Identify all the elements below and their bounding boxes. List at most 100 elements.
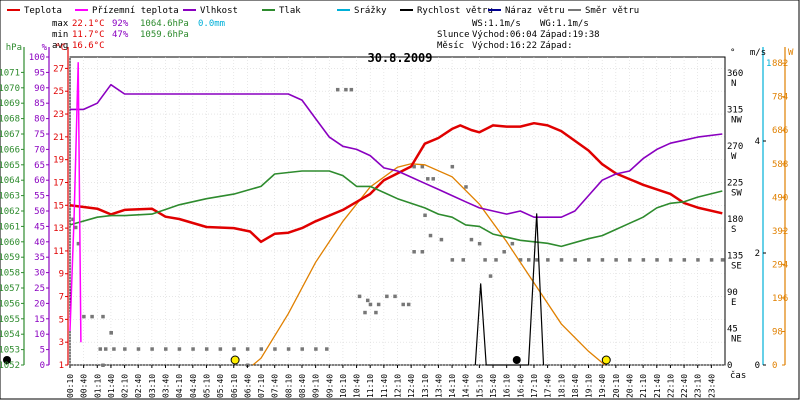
x-tick-label: 01:40 — [107, 374, 116, 398]
wind-dir-point — [286, 347, 291, 351]
x-tick-label: 10:40 — [353, 374, 362, 398]
x-tick-label: 03:10 — [148, 374, 157, 398]
axis-tick-label: 0 — [727, 361, 732, 371]
x-tick-label: 02:40 — [134, 374, 143, 398]
axis-tick-label: SE — [731, 262, 742, 272]
x-tick-label: 00:40 — [80, 374, 89, 398]
wind-dir-point — [123, 347, 127, 351]
x-tick-label: 18:40 — [571, 374, 580, 398]
axis-tick-label: 100 — [29, 53, 45, 63]
wind-dir-point — [73, 225, 78, 230]
axis-label: % — [42, 43, 48, 53]
x-tick-label: 11:10 — [366, 374, 375, 398]
x-tick-label: 12:10 — [394, 374, 403, 398]
wind-dir-point — [112, 347, 116, 351]
x-tick-label: 14:10 — [448, 374, 457, 398]
wind-dir-point — [335, 87, 340, 92]
avg-temp: 16.6°C — [72, 41, 105, 51]
moon-rise: Východ:16:22 — [472, 41, 537, 51]
axis-tick-label: N — [731, 79, 736, 89]
x-tick-label: 23:10 — [694, 374, 703, 398]
wind-dir-point — [655, 258, 659, 262]
wind-dir-point — [682, 258, 687, 262]
moon-set: Západ: — [540, 41, 573, 51]
axis-tick-label: 30 — [34, 269, 45, 279]
wind-dir-point — [136, 347, 141, 351]
series-line — [70, 83, 723, 218]
x-tick-label: 23:40 — [707, 374, 716, 398]
axis-tick-label: 5 — [59, 315, 64, 325]
x-tick-label: 05:10 — [202, 374, 211, 398]
axis-tick-label: 392 — [772, 227, 788, 237]
x-tick-label: 18:10 — [557, 374, 566, 398]
wind-dir-point — [464, 185, 468, 189]
axis-tick-label: 80 — [34, 115, 45, 125]
max-label: max — [52, 19, 69, 29]
legend-label: Směr větru — [585, 6, 639, 16]
wind-dir-point — [450, 164, 455, 169]
axis-tick-label: 1059 — [0, 253, 20, 263]
avg-label: avg — [52, 41, 68, 51]
axis-tick-label: 1063 — [0, 192, 20, 202]
axis-tick-label: 225 — [727, 179, 743, 189]
axis-tick-label: 1 — [59, 361, 64, 371]
axes: hPa1052105310541055105610571058105910601… — [0, 43, 794, 398]
axis-tick-label: 1069 — [0, 99, 20, 109]
axis-tick-label: 588 — [772, 160, 788, 170]
legend-label: Tlak — [279, 6, 301, 16]
wind-dir-point — [461, 258, 465, 262]
axis-tick-label: 135 — [727, 252, 743, 262]
axis-tick-label: 0 — [772, 361, 777, 371]
min-temp: 11.7°C — [72, 30, 105, 40]
legend-label: Rychlost větru — [417, 6, 493, 16]
axis-tick-label: 13 — [53, 224, 64, 234]
wind-dir-point — [204, 347, 209, 351]
axis-label: ° — [730, 48, 735, 58]
wind-dir-point — [82, 314, 86, 319]
wind-dir-point — [357, 294, 362, 299]
x-tick-label: 08:10 — [284, 374, 293, 398]
x-tick-label: 22:10 — [666, 374, 675, 398]
axis-tick-label: 1066 — [0, 145, 20, 155]
wind-dir-point — [300, 347, 304, 351]
wind-dir-point — [518, 258, 523, 262]
wind-dir-point — [469, 237, 474, 242]
wind-dir-point — [696, 258, 700, 262]
x-tick-label: 06:40 — [243, 374, 252, 398]
wind-dir-point — [164, 347, 168, 351]
legend-label: Teplota — [24, 6, 62, 16]
moon-label: Měsíc — [437, 41, 464, 51]
axis-tick-label: 85 — [34, 99, 45, 109]
wind-dir-point — [385, 294, 389, 299]
axis-tick-label: 1070 — [0, 84, 20, 94]
wind-dir-point — [349, 87, 354, 92]
axis-tick-label: 35 — [34, 253, 45, 263]
series-line — [474, 213, 545, 366]
axis-tick-label: 9 — [59, 270, 64, 280]
x-tick-label: 09:10 — [312, 374, 321, 398]
wind-dir-point — [101, 363, 105, 367]
axis-label: m/s — [750, 48, 766, 58]
axis-tick-label: 4 — [755, 137, 760, 147]
axis-tick-label: 490 — [772, 193, 788, 203]
x-tick-label: 20:40 — [625, 374, 634, 398]
series-line — [69, 121, 723, 244]
axis-tick-label: 75 — [34, 130, 45, 140]
wind-dir-point — [510, 241, 515, 246]
series-line — [69, 61, 82, 343]
axis-tick-label: 45 — [727, 325, 738, 335]
wind-dir-point — [150, 347, 154, 351]
axis-tick-label: 70 — [34, 145, 45, 155]
wind-dir-point — [477, 241, 482, 246]
x-tick-label: 17:10 — [530, 374, 539, 398]
axis-tick-label: 1058 — [0, 269, 20, 279]
min-hum: 47% — [112, 30, 129, 40]
max-temp: 22.1°C — [72, 19, 105, 29]
x-tick-label: 15:10 — [475, 374, 484, 398]
max-press: 1064.6hPa — [140, 19, 189, 29]
axis-tick-label: 50 — [34, 207, 45, 217]
legend-label: Vlhkost — [200, 6, 238, 16]
axis-tick-label: 1062 — [0, 207, 20, 217]
legend-label: Přízemní teplota — [92, 6, 179, 16]
